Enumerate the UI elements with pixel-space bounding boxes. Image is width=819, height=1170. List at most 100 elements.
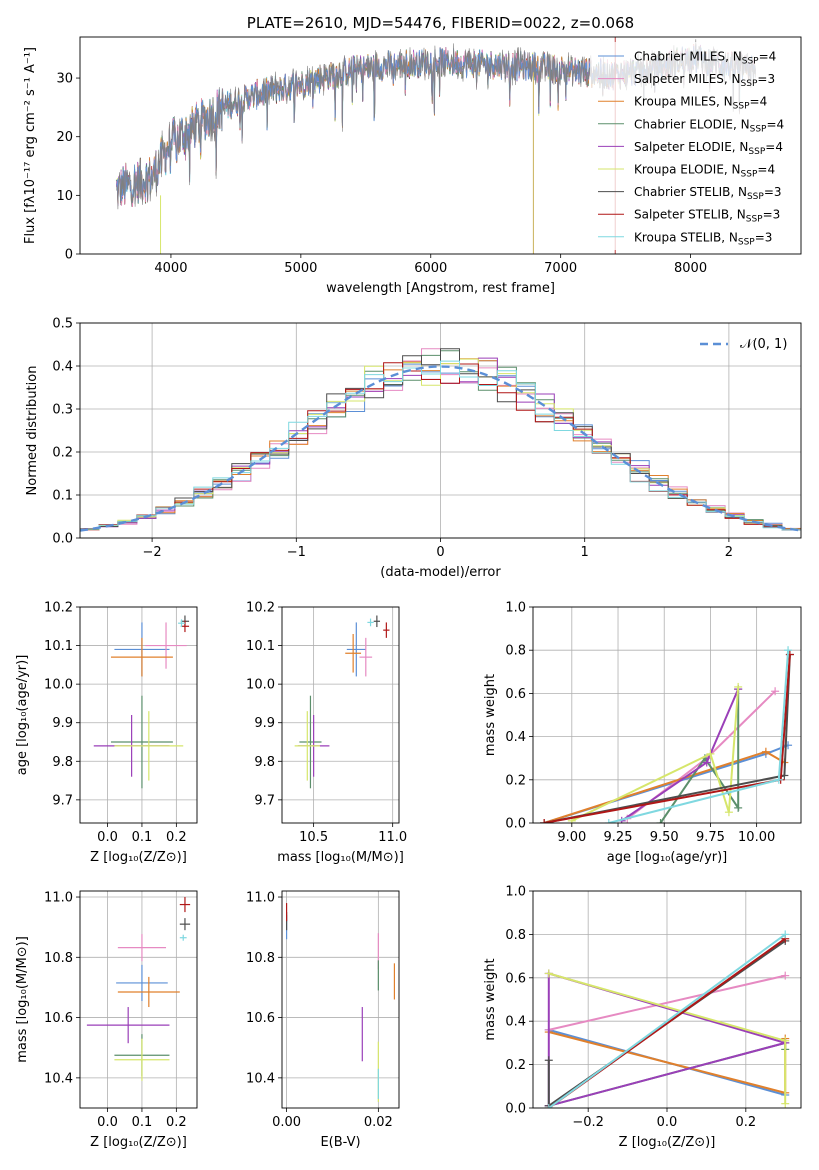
errorbar-point: [114, 711, 184, 781]
x-tick-label: 0.2: [166, 830, 187, 845]
y-tick-label: 11.0: [44, 891, 73, 906]
x-tick-label: 0.1: [132, 1115, 153, 1130]
grid: [533, 890, 801, 1109]
legend-entry: Salpeter STELIB, NSSP=3: [634, 208, 780, 225]
x-tick-label: −1: [287, 545, 306, 560]
legend-nssp: =4: [765, 140, 783, 154]
y-tick-label: 10.1: [246, 639, 275, 654]
legend-subscript: SSP: [733, 102, 750, 112]
y-tick-label: 9.7: [52, 793, 73, 808]
y-tick-label: 20: [56, 130, 73, 145]
panel-weight-vs-age: 9.00 9.25 9.50 9.75 10.00 0.0 0.2 0.4 0.6 0.8 1.0 a…: [483, 601, 802, 865]
y-tick-label: 10.4: [44, 1071, 73, 1086]
legend-subscript: SSP: [747, 192, 764, 202]
axes-frame: [532, 606, 802, 824]
y-tick-label: 10.1: [44, 639, 73, 654]
legend-name: Salpeter ELODIE, N: [634, 140, 748, 154]
y-tick-label: 0.2: [505, 1058, 526, 1073]
panel-mass-vs-Z: 0.0 0.1 0.2 10.4 10.6 10.8 11.0 Z [log₁₀(Z/Z⊙)]…: [15, 891, 198, 1150]
errorbar-point: [110, 695, 173, 789]
x-axis-label: E(B-V): [320, 1135, 360, 1150]
panel-age-vs-mass: 10.5 11.0 9.7 9.8 9.9 10.0 10.1 10.2 mass [log₁₀…: [246, 601, 407, 866]
y-tick-label: 0.0: [505, 1102, 526, 1117]
weight-line: [543, 654, 791, 823]
ticks: 9.00 9.25 9.50 9.75 10.00 0.0 0.2 0.4 0.6 0.8 1.0: [505, 601, 775, 846]
grid: [80, 606, 197, 823]
legend-name: Kroupa ELODIE, N: [634, 163, 741, 177]
weight-line: [548, 933, 786, 1108]
x-tick-label: 2: [725, 545, 733, 560]
x-tick-label: 7000: [544, 261, 577, 276]
plot-area: [80, 348, 801, 532]
y-tick-label: 1.0: [505, 601, 526, 616]
y-tick-label: 10.6: [44, 1011, 73, 1026]
y-tick-label: 1.0: [505, 885, 526, 900]
legend-name: Salpeter MILES, N: [634, 72, 741, 86]
y-tick-label: 9.8: [52, 755, 73, 770]
x-tick-label: 10.00: [738, 830, 775, 845]
legend: 𝒩(0, 1): [700, 337, 787, 352]
legend-subscript: SSP: [746, 215, 763, 225]
legend-nssp: =4: [750, 95, 768, 109]
y-tick-label: 9.9: [254, 716, 275, 731]
plot-area: [294, 615, 390, 789]
legend-nssp: =4: [759, 50, 777, 64]
x-tick-label: 0: [436, 545, 444, 560]
y-tick-label: 0: [65, 248, 73, 263]
errorbar-point: [110, 637, 173, 677]
legend-entry: Salpeter MILES, NSSP=3: [634, 72, 775, 89]
y-tick-label: 0.8: [505, 928, 526, 943]
errorbar-point: [114, 1038, 170, 1081]
x-axis-label: Z [log₁₀(Z/Z⊙)]: [90, 850, 187, 865]
weight-line: [547, 972, 789, 1107]
plot-area: [285, 903, 396, 1102]
legend-name: Chabrier STELIB, N: [634, 185, 747, 199]
errorbar-point: [180, 620, 190, 633]
weight-line: [659, 689, 740, 823]
errorbar-point: [179, 897, 191, 913]
y-tick-label: 0.0: [505, 817, 526, 832]
legend-subscript: SSP: [738, 237, 755, 247]
legend-nssp: =4: [757, 163, 775, 177]
x-tick-label: 0.2: [735, 1115, 756, 1130]
x-tick-label: 0.0: [657, 1115, 678, 1130]
plot-area: [544, 930, 790, 1108]
errorbar-point: [117, 976, 180, 1008]
errorbar-point: [86, 1007, 170, 1044]
y-tick-label: 10.0: [44, 678, 73, 693]
x-tick-label: 0.2: [166, 1115, 187, 1130]
y-tick-label: 9.8: [254, 755, 275, 770]
y-axis-label: mass [log₁₀(M/M⊙)]: [15, 936, 30, 1063]
ticks: −2 −1 0 1 2 0.0 0.1 0.2 0.3 0.4 0.5: [52, 317, 733, 561]
legend-entry: Chabrier MILES, NSSP=4: [634, 50, 776, 67]
x-tick-label: 0.1: [132, 830, 153, 845]
y-tick-label: 11.0: [246, 891, 275, 906]
y-tick-label: 10.4: [246, 1071, 275, 1086]
axes-frame: [281, 606, 400, 824]
errorbar-point: [359, 637, 373, 677]
axes-frame: [79, 606, 198, 824]
legend-entry: Chabrier STELIB, NSSP=3: [634, 185, 782, 202]
plot-area: [93, 615, 190, 789]
x-axis-label: Z [log₁₀(Z/Z⊙)]: [90, 1135, 187, 1150]
errorbar-point: [346, 622, 366, 677]
x-tick-label: 1: [581, 545, 589, 560]
errorbar-point: [294, 711, 320, 781]
y-tick-label: 10.8: [246, 951, 275, 966]
errorbar-point: [145, 622, 187, 669]
y-tick-label: 10.0: [246, 678, 275, 693]
panel-mass-vs-ebv: 0.00 0.02 10.4 10.6 10.8 11.0 E(B-V): [246, 891, 400, 1150]
y-tick-label: 10.2: [44, 601, 73, 616]
ticks: 4000 5000 6000 7000 8000 0 10 20 30: [56, 72, 707, 276]
x-tick-label: 0.02: [364, 1115, 393, 1130]
legend-nssp: =3: [755, 230, 773, 244]
x-tick-label: 9.00: [557, 830, 586, 845]
ticks: 0.0 0.1 0.2 10.4 10.6 10.8 11.0: [44, 891, 187, 1130]
x-axis-label: age [log₁₀(age/yr)]: [607, 850, 728, 865]
x-axis-label: Z [log₁₀(Z/Z⊙)]: [619, 1135, 716, 1150]
weight-line: [621, 688, 740, 822]
y-tick-label: 0.3: [52, 403, 73, 418]
y-tick-label: 9.9: [52, 716, 73, 731]
legend-subscript: SSP: [741, 170, 758, 180]
